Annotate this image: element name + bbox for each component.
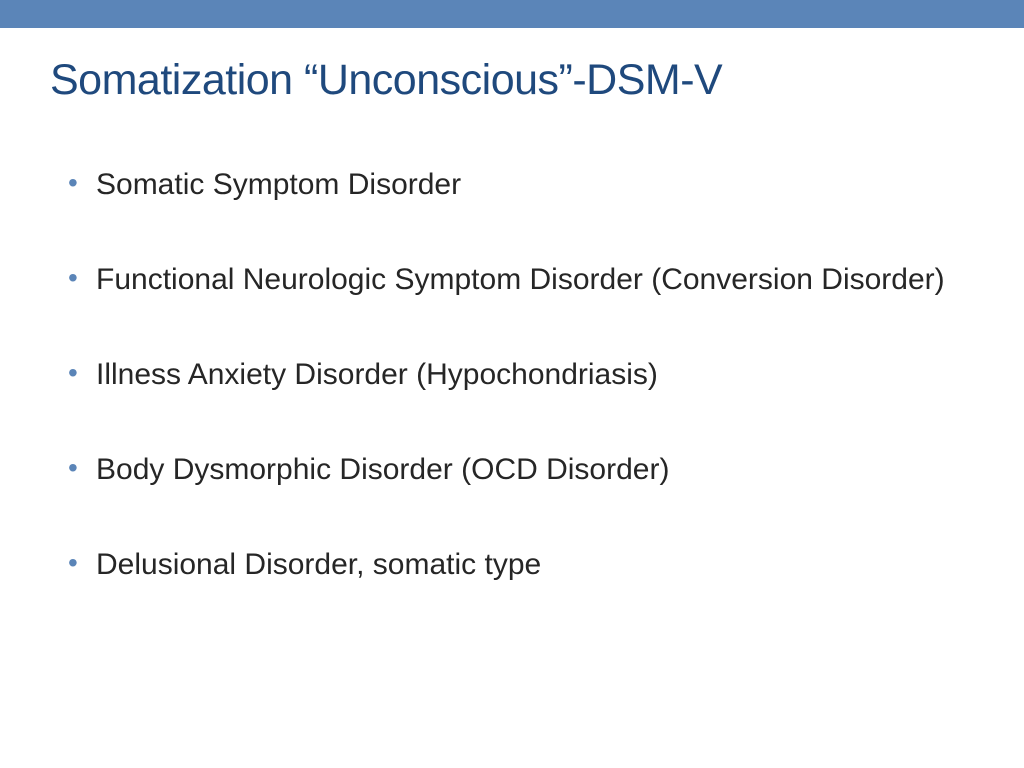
list-item: Illness Anxiety Disorder (Hypochondriasi… — [68, 355, 974, 394]
bullet-list: Somatic Symptom Disorder Functional Neur… — [50, 165, 974, 584]
list-item: Functional Neurologic Symptom Disorder (… — [68, 260, 974, 299]
list-item: Somatic Symptom Disorder — [68, 165, 974, 204]
list-item: Body Dysmorphic Disorder (OCD Disorder) — [68, 450, 974, 489]
top-accent-bar — [0, 0, 1024, 28]
list-item: Delusional Disorder, somatic type — [68, 545, 974, 584]
slide-content: Somatization “Unconscious”-DSM-V Somatic… — [0, 28, 1024, 584]
slide-title: Somatization “Unconscious”-DSM-V — [50, 56, 974, 105]
